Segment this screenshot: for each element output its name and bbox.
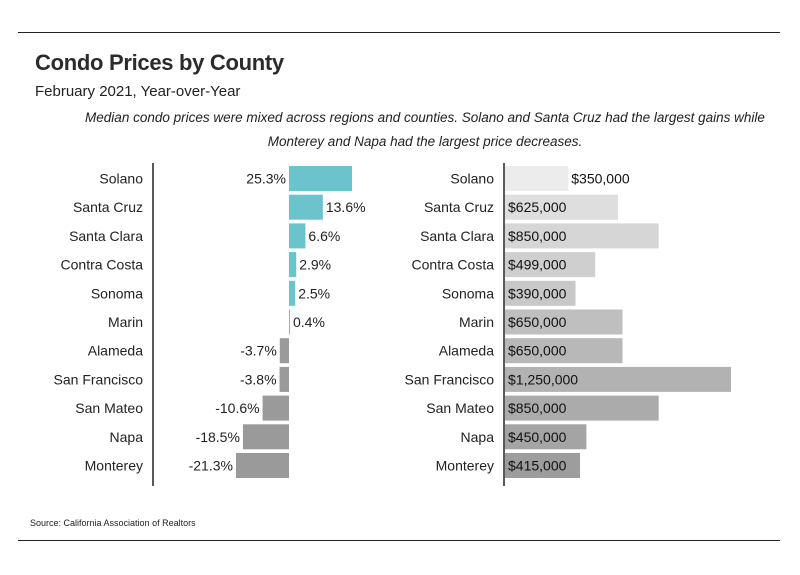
price-bar bbox=[505, 309, 623, 335]
price-bar bbox=[505, 338, 623, 364]
price-value-label: $1,250,000 bbox=[508, 371, 578, 387]
pct-value-label: 2.5% bbox=[298, 285, 330, 301]
price-category-label: Santa Clara bbox=[420, 228, 494, 244]
price-value-label: $625,000 bbox=[508, 199, 567, 215]
pct-bar bbox=[279, 338, 289, 364]
price-value-label: $450,000 bbox=[508, 429, 567, 445]
price-value-label: $850,000 bbox=[508, 400, 567, 416]
pct-category-label: San Francisco bbox=[54, 371, 144, 387]
pct-bar bbox=[289, 223, 306, 249]
price-bar bbox=[505, 395, 659, 421]
price-category-label: San Francisco bbox=[405, 371, 495, 387]
price-bar bbox=[505, 223, 659, 249]
price-category-label: Sonoma bbox=[442, 285, 494, 301]
price-value-label: $650,000 bbox=[508, 343, 567, 359]
pct-bar bbox=[262, 395, 289, 421]
pct-bar bbox=[235, 453, 289, 478]
pct-category-label: Santa Clara bbox=[69, 228, 143, 244]
pct-category-label: Marin bbox=[108, 314, 143, 330]
pct-value-label: 2.9% bbox=[299, 257, 331, 273]
price-value-label: $850,000 bbox=[508, 228, 567, 244]
pct-category-label: Solano bbox=[99, 171, 143, 187]
chart-subtitle: February 2021, Year-over-Year bbox=[35, 83, 241, 100]
price-value-label: $650,000 bbox=[508, 314, 567, 330]
pct-value-label: -18.5% bbox=[196, 429, 240, 445]
price-category-label: Santa Cruz bbox=[424, 199, 494, 215]
pct-value-label: 25.3% bbox=[246, 171, 286, 187]
pct-value-label: 13.6% bbox=[326, 199, 366, 215]
pct-value-label: -21.3% bbox=[189, 458, 233, 474]
price-category-label: San Mateo bbox=[426, 400, 494, 416]
price-bar bbox=[505, 280, 576, 306]
price-category-label: Monterey bbox=[436, 458, 494, 474]
price-value-label: $499,000 bbox=[508, 257, 567, 273]
chart-title: Condo Prices by County bbox=[35, 50, 284, 75]
source-note: Source: California Association of Realto… bbox=[30, 518, 196, 528]
price-category-label: Alameda bbox=[439, 343, 494, 359]
pct-category-label: Napa bbox=[110, 429, 144, 445]
price-category-label: Contra Costa bbox=[412, 257, 495, 273]
pct-value-label: 6.6% bbox=[308, 228, 340, 244]
pct-bar bbox=[242, 424, 289, 450]
pct-bar bbox=[279, 366, 289, 392]
pct-category-label: Contra Costa bbox=[61, 257, 144, 273]
pct-change-panel: Solano 25.3% Santa Cruz 13.6% Santa Clara 6.6… bbox=[54, 163, 366, 486]
price-category-label: Napa bbox=[461, 429, 495, 445]
price-value-label: $415,000 bbox=[508, 458, 567, 474]
top-rule bbox=[18, 32, 780, 33]
bottom-rule bbox=[18, 540, 780, 541]
price-value-label: $390,000 bbox=[508, 285, 567, 301]
chart-description: Median condo prices were mixed across re… bbox=[85, 110, 765, 149]
pct-value-label: 0.4% bbox=[293, 314, 325, 330]
pct-bar bbox=[289, 166, 352, 191]
price-bar bbox=[505, 366, 731, 392]
price-bar bbox=[505, 252, 596, 278]
pct-bar bbox=[289, 194, 323, 220]
pct-bar bbox=[289, 252, 297, 278]
pct-category-label: Monterey bbox=[85, 458, 143, 474]
pct-bar bbox=[289, 280, 296, 306]
price-bar bbox=[505, 166, 569, 191]
pct-category-label: San Mateo bbox=[75, 400, 143, 416]
pct-value-label: -3.8% bbox=[240, 371, 277, 387]
pct-category-label: Santa Cruz bbox=[73, 199, 143, 215]
pct-category-label: Alameda bbox=[88, 343, 143, 359]
price-category-label: Solano bbox=[450, 171, 494, 187]
price-value-label: $350,000 bbox=[571, 171, 630, 187]
price-category-label: Marin bbox=[459, 314, 494, 330]
median-price-panel: Solano $350,000 Santa Cruz $625,000 Santa Cl… bbox=[405, 163, 731, 486]
price-bar bbox=[505, 424, 587, 450]
pct-bar bbox=[289, 309, 290, 335]
price-bar bbox=[505, 453, 581, 478]
pct-value-label: -10.6% bbox=[215, 400, 259, 416]
price-bar bbox=[505, 194, 618, 220]
pct-category-label: Sonoma bbox=[91, 285, 143, 301]
pct-value-label: -3.7% bbox=[240, 343, 277, 359]
